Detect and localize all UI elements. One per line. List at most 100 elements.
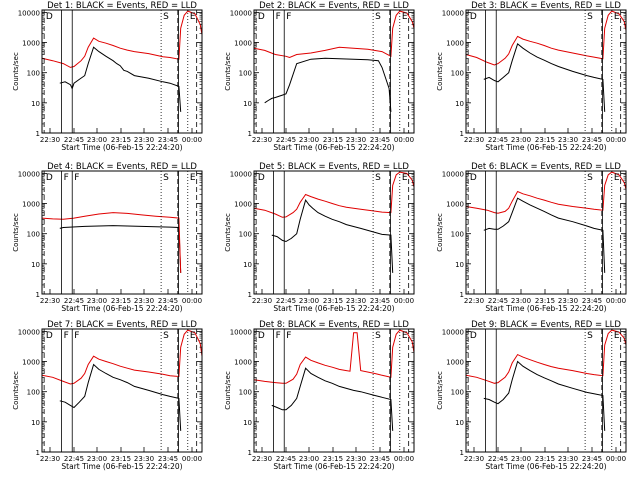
marker-label: F: [64, 173, 69, 183]
y-axis-label: Counts/sec: [12, 52, 20, 91]
y-axis-label: Counts/sec: [436, 371, 444, 410]
y-tick-label: 1000: [22, 201, 40, 209]
x-tick-label: 23:30: [134, 455, 154, 463]
marker-label: F: [74, 331, 79, 341]
x-tick-label: 00:00: [394, 136, 414, 144]
panel-title: Det 2: BLACK = Events, RED = LLD: [259, 1, 409, 11]
y-tick-label: 1000: [22, 359, 40, 367]
plot-frame: [253, 170, 415, 295]
x-tick-label: 23:15: [535, 455, 555, 463]
y-tick-label: 10: [455, 261, 464, 269]
x-tick-label: 23:45: [370, 136, 390, 144]
x-tick-label: 22:30: [40, 297, 60, 305]
marker-label: F: [276, 12, 281, 22]
y-tick-label: 100: [239, 231, 252, 239]
y-tick-label: 100: [451, 231, 464, 239]
y-tick-label: 100: [451, 389, 464, 397]
x-tick-label: 23:00: [511, 455, 531, 463]
x-tick-label: 23:45: [370, 297, 390, 305]
y-tick-label: 10: [455, 419, 464, 427]
marker-label: E: [402, 331, 408, 341]
marker-label: S: [375, 173, 381, 183]
marker-label: S: [163, 12, 169, 22]
x-tick-label: 22:45: [488, 136, 508, 144]
y-tick-label: 10: [31, 419, 40, 427]
marker-label: S: [375, 331, 381, 341]
y-tick-label: 10000: [18, 170, 40, 178]
series-line-events: [271, 367, 394, 431]
panel-title: Det 3: BLACK = Events, RED = LLD: [471, 1, 621, 11]
x-tick-label: 23:00: [299, 136, 319, 144]
marker-label: F: [64, 331, 69, 341]
plot-frame: [41, 9, 203, 134]
marker-label: E: [190, 12, 196, 22]
x-tick-label: 23:45: [158, 455, 178, 463]
x-tick-label: 23:30: [346, 455, 366, 463]
marker-label: D: [258, 173, 265, 183]
y-tick-label: 1: [248, 130, 252, 138]
x-tick-label: 00:00: [606, 455, 626, 463]
x-tick-label: 23:45: [158, 136, 178, 144]
x-tick-label: 22:30: [40, 136, 60, 144]
marker-label: S: [587, 12, 593, 22]
marker-label: D: [470, 12, 477, 22]
x-axis-label: Start Time (06-Feb-15 22:24:20): [485, 304, 606, 313]
x-tick-label: 22:45: [276, 136, 296, 144]
plot-frame: [465, 170, 627, 295]
x-axis-label: Start Time (06-Feb-15 22:24:20): [485, 143, 606, 152]
marker-label: E: [190, 331, 196, 341]
marker-label: F: [286, 331, 291, 341]
panel-title: Det 6: BLACK = Events, RED = LLD: [471, 162, 621, 172]
y-tick-label: 10000: [230, 328, 252, 336]
x-tick-label: 23:15: [535, 136, 555, 144]
y-tick-label: 100: [451, 70, 464, 78]
y-tick-label: 1: [36, 449, 40, 457]
plot-frame: [253, 328, 415, 453]
marker-label: D: [470, 173, 477, 183]
x-tick-label: 23:00: [299, 297, 319, 305]
y-tick-label: 10: [243, 100, 252, 108]
x-tick-label: 22:45: [64, 297, 84, 305]
series-line-events: [59, 225, 182, 273]
x-tick-label: 22:30: [464, 297, 484, 305]
y-tick-label: 10: [31, 100, 40, 108]
x-tick-label: 23:15: [323, 136, 343, 144]
marker-label: S: [163, 331, 169, 341]
x-tick-label: 23:45: [582, 297, 602, 305]
y-tick-label: 1: [36, 130, 40, 138]
y-axis-label: Counts/sec: [224, 371, 232, 410]
y-axis-label: Counts/sec: [224, 52, 232, 91]
marker-label: E: [614, 173, 620, 183]
marker-label: F: [74, 173, 79, 183]
x-tick-label: 23:15: [535, 297, 555, 305]
y-tick-label: 1000: [446, 201, 464, 209]
marker-label: E: [402, 173, 408, 183]
x-tick-label: 23:15: [111, 297, 131, 305]
plot-frame: [465, 9, 627, 134]
series-line-events: [264, 57, 392, 112]
panel-title: Det 8: BLACK = Events, RED = LLD: [259, 320, 409, 330]
x-tick-label: 00:00: [606, 136, 626, 144]
series-line-events: [59, 46, 182, 112]
panel-title: Det 7: BLACK = Events, RED = LLD: [47, 320, 197, 330]
panel-title: Det 9: BLACK = Events, RED = LLD: [471, 320, 621, 330]
series-line-events: [271, 198, 394, 273]
x-tick-label: 23:00: [511, 136, 531, 144]
marker-label: E: [614, 331, 620, 341]
x-tick-label: 23:00: [87, 455, 107, 463]
x-tick-label: 22:30: [464, 455, 484, 463]
plot-frame: [253, 9, 415, 134]
x-tick-label: 23:15: [323, 455, 343, 463]
x-tick-label: 23:30: [346, 136, 366, 144]
y-tick-label: 1000: [22, 40, 40, 48]
y-tick-label: 100: [239, 389, 252, 397]
x-tick-label: 23:30: [134, 136, 154, 144]
y-tick-label: 10000: [18, 9, 40, 17]
series-line-lld: [465, 10, 627, 66]
x-axis-label: Start Time (06-Feb-15 22:24:20): [273, 462, 394, 471]
